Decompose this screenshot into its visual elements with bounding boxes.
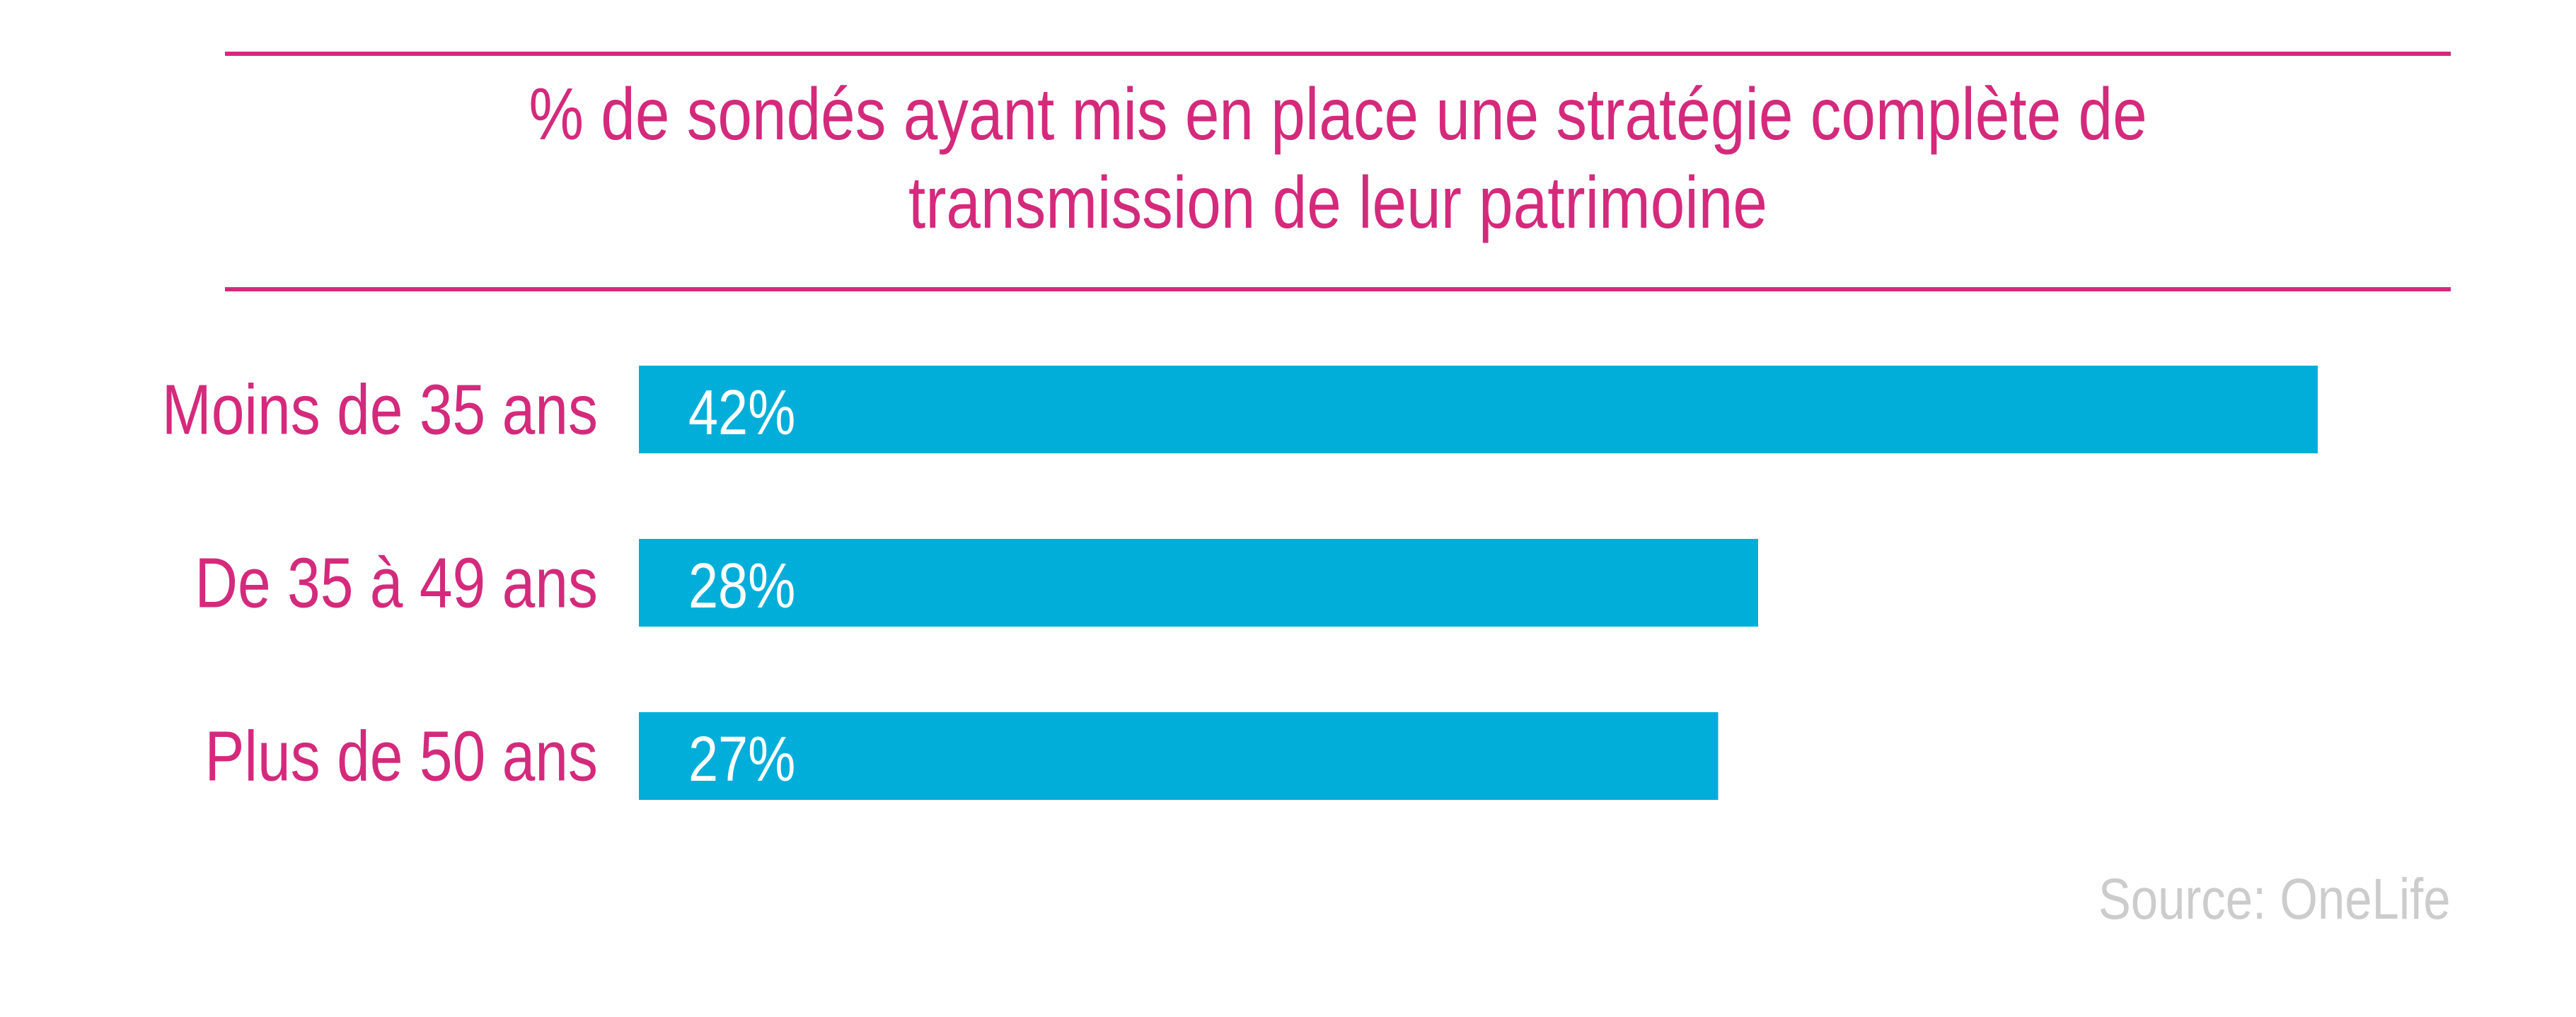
chart-title-line-1: % de sondés ayant mis en place une strat… xyxy=(529,74,2147,156)
category-label-1: De 35 à 49 ans xyxy=(195,543,598,623)
bar-0 xyxy=(639,366,2318,453)
title-rule-bottom xyxy=(225,287,2451,291)
value-label-2: 27% xyxy=(688,723,795,795)
chart-title: % de sondés ayant mis en place une strat… xyxy=(403,71,2273,248)
bar-1 xyxy=(639,539,1758,627)
chart-title-line-2: transmission de leur patrimoine xyxy=(908,162,1767,244)
title-rule-top xyxy=(225,52,2451,56)
value-label-0: 42% xyxy=(688,377,795,448)
category-label-0: Moins de 35 ans xyxy=(162,370,598,450)
value-label-1: 28% xyxy=(688,550,795,622)
bar-2 xyxy=(639,712,1719,800)
category-label-2: Plus de 50 ans xyxy=(204,716,598,796)
source-note: Source: OneLife xyxy=(2098,867,2451,931)
